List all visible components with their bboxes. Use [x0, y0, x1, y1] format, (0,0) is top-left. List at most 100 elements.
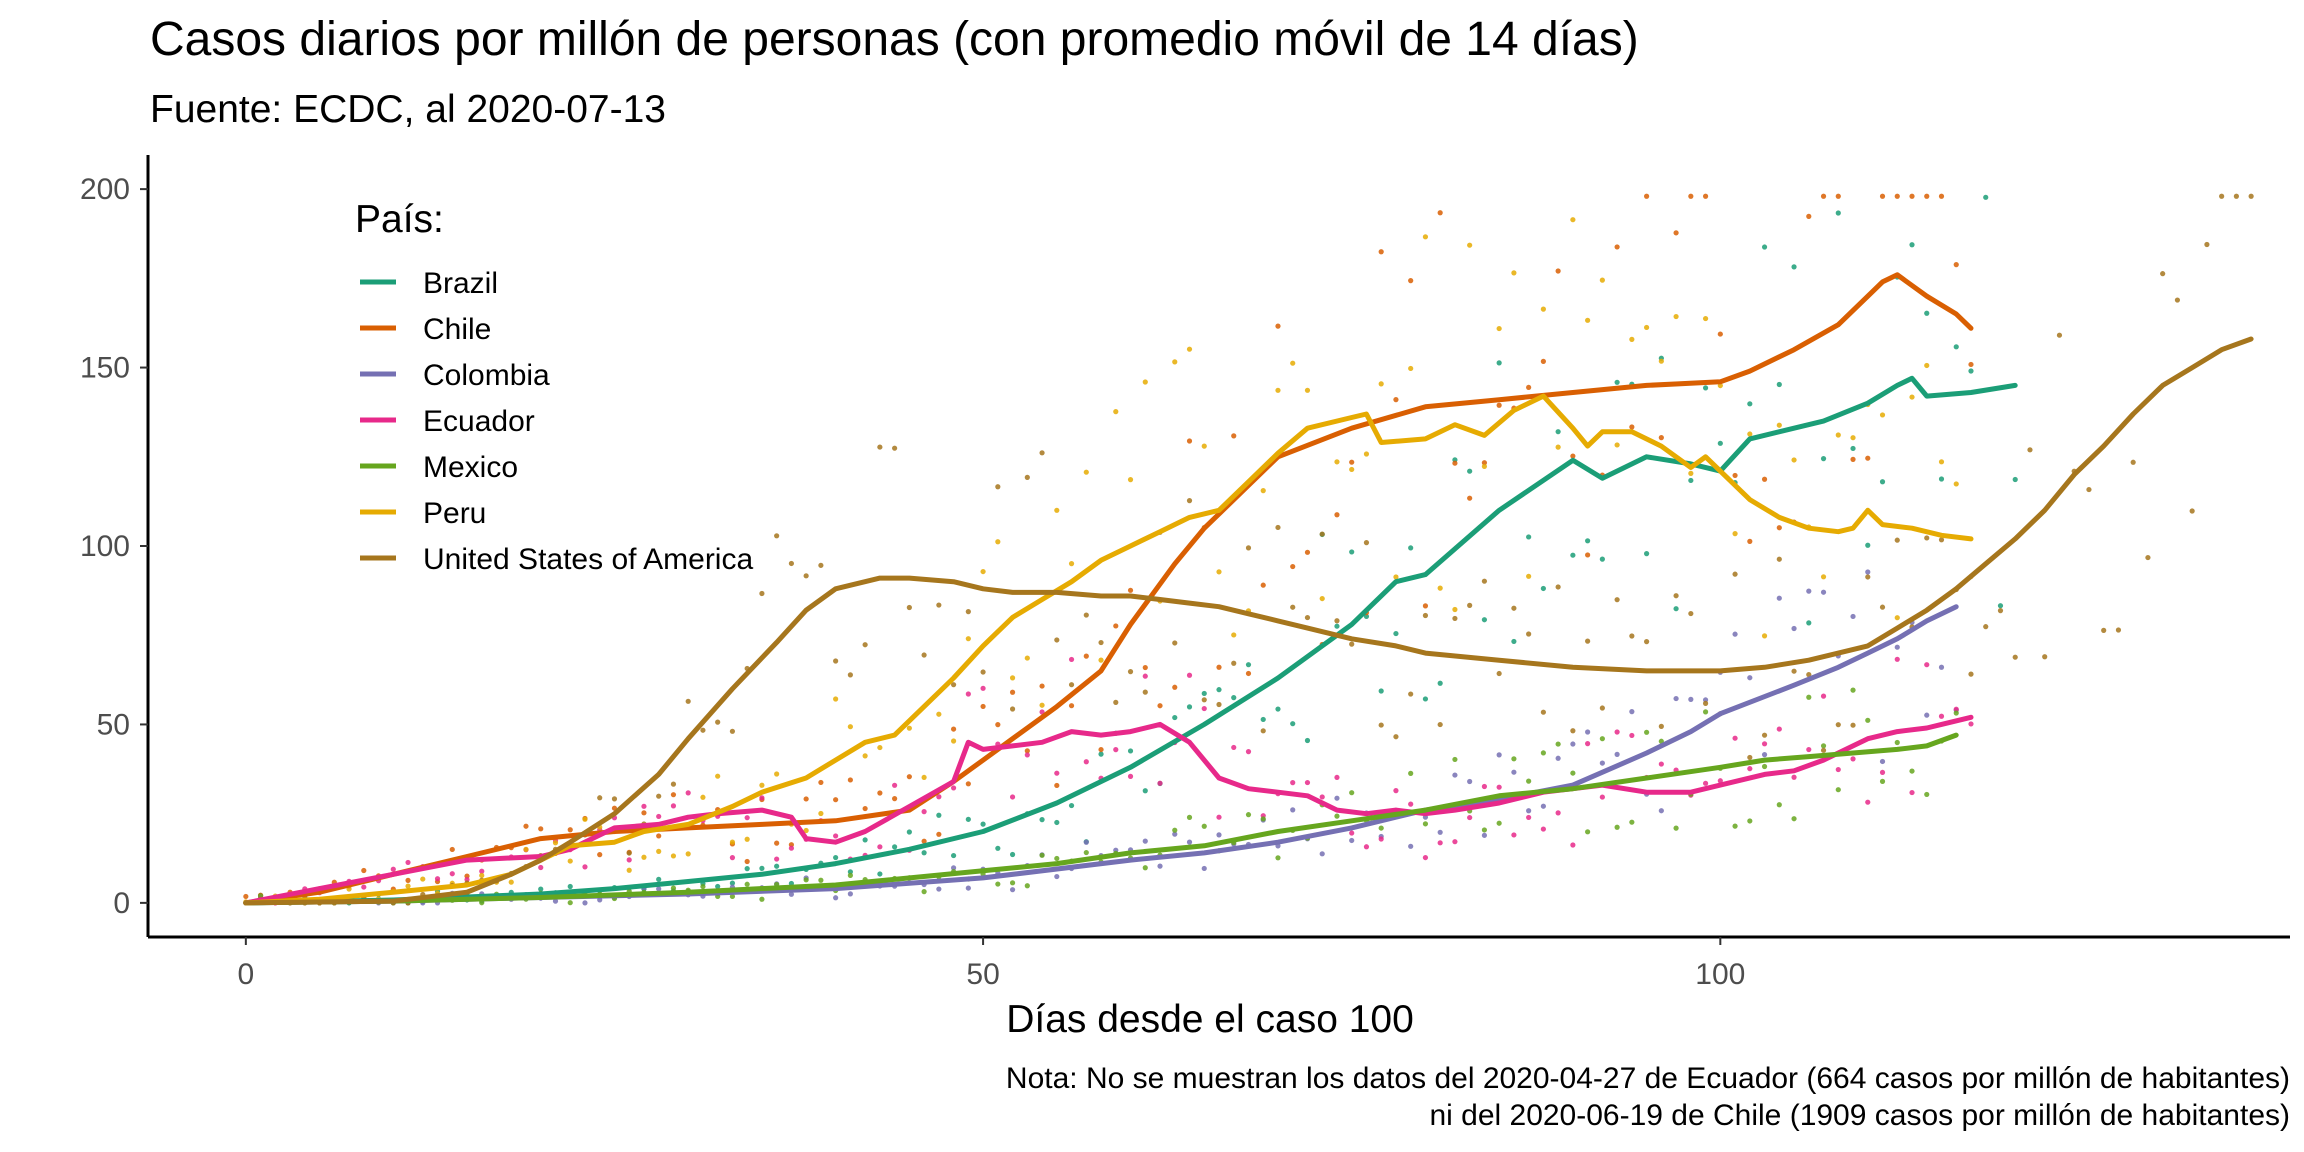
- daily-dot-peru: [1216, 569, 1222, 575]
- daily-dot-united-states-of-america: [2189, 508, 2195, 514]
- daily-dot-brazil: [1673, 606, 1679, 612]
- daily-dot-united-states-of-america: [2012, 654, 2018, 660]
- x-axis-title: Días desde el caso 100: [1006, 998, 1414, 1041]
- daily-dot-united-states-of-america: [1511, 605, 1517, 611]
- daily-dot-colombia: [1776, 595, 1782, 601]
- daily-dot-peru: [1186, 346, 1193, 352]
- daily-dot-chile: [1245, 670, 1252, 677]
- daily-dot-peru: [995, 539, 1001, 545]
- daily-dot-united-states-of-america: [1570, 728, 1576, 734]
- daily-dot-mexico: [803, 877, 809, 883]
- daily-dot-brazil: [729, 880, 736, 886]
- daily-dot-colombia: [936, 886, 942, 892]
- daily-dot-united-states-of-america: [2130, 459, 2136, 465]
- daily-dot-chile: [1879, 193, 1886, 199]
- daily-dot-peru: [950, 738, 957, 744]
- daily-dot-ecuador: [405, 859, 411, 866]
- daily-dot-peru: [1054, 507, 1060, 513]
- daily-dot-peru: [1467, 242, 1473, 248]
- daily-dot-colombia: [1496, 752, 1502, 758]
- daily-dot-chile: [1216, 664, 1222, 670]
- daily-dot-united-states-of-america: [1216, 701, 1222, 708]
- daily-dot-brazil: [833, 854, 839, 861]
- daily-dot-chile: [1304, 549, 1311, 555]
- daily-dot-brazil: [1422, 696, 1429, 702]
- daily-dot-united-states-of-america: [1997, 608, 2004, 614]
- daily-dot-chile: [1496, 402, 1502, 408]
- daily-dot-chile: [1540, 358, 1546, 364]
- daily-dot-mexico: [921, 889, 927, 895]
- daily-dot-mexico: [1245, 812, 1252, 818]
- daily-dot-mexico: [1408, 770, 1414, 776]
- daily-dot-colombia: [1142, 838, 1148, 844]
- daily-dot-peru: [1408, 365, 1414, 372]
- daily-dot-colombia: [1673, 695, 1679, 702]
- daily-dot-united-states-of-america: [1526, 631, 1532, 637]
- daily-dot-united-states-of-america: [1039, 450, 1045, 456]
- series-line-peru: [243, 393, 1974, 906]
- daily-dot-united-states-of-america: [1452, 615, 1458, 622]
- series-line-brazil: [243, 375, 2018, 906]
- daily-dot-ecuador: [626, 857, 632, 863]
- daily-dot-chile: [597, 852, 603, 858]
- daily-dot-chile: [1526, 384, 1532, 391]
- daily-dot-chile: [1393, 397, 1399, 403]
- daily-dot-united-states-of-america: [1585, 638, 1591, 644]
- daily-dot-ecuador: [390, 866, 396, 872]
- daily-dot-colombia: [1216, 832, 1222, 838]
- daily-dot-brazil: [1186, 704, 1193, 710]
- daily-dot-ecuador: [1024, 752, 1030, 758]
- daily-dot-mexico: [847, 872, 853, 878]
- daily-dot-brazil: [1378, 688, 1384, 694]
- daily-dot-peru: [847, 724, 853, 730]
- daily-dot-colombia: [656, 886, 662, 892]
- daily-dot-united-states-of-america: [1098, 639, 1104, 646]
- daily-dot-brazil: [1127, 748, 1134, 754]
- daily-dot-ecuador: [1113, 747, 1119, 753]
- daily-dot-chile: [995, 722, 1001, 728]
- daily-dot-brazil: [656, 876, 662, 882]
- daily-dot-united-states-of-america: [1761, 732, 1768, 738]
- daily-dot-mexico: [700, 883, 706, 890]
- daily-dot-brazil: [1717, 440, 1723, 446]
- daily-dot-united-states-of-america: [1732, 571, 1738, 577]
- daily-dot-chile: [1747, 538, 1753, 544]
- daily-dot-brazil: [1865, 542, 1871, 548]
- daily-dot-united-states-of-america: [1304, 614, 1311, 621]
- daily-dot-mexico: [744, 881, 750, 887]
- daily-dot-mexico: [1452, 756, 1458, 763]
- daily-dot-peru: [1526, 573, 1532, 579]
- daily-dot-chile: [1688, 193, 1694, 199]
- daily-dot-united-states-of-america: [877, 444, 883, 450]
- daily-dot-united-states-of-america: [1290, 604, 1296, 610]
- daily-dot-brazil: [1924, 310, 1930, 316]
- daily-dot-chile: [1157, 703, 1163, 709]
- daily-dot-brazil: [1275, 706, 1281, 712]
- daily-dot-peru: [1260, 488, 1266, 494]
- daily-dot-brazil: [567, 883, 573, 890]
- daily-dot-peru: [1024, 655, 1030, 661]
- legend-label: Peru: [423, 497, 486, 530]
- daily-dot-united-states-of-america: [1806, 672, 1812, 678]
- daily-dot-chile: [1186, 438, 1193, 444]
- daily-dot-ecuador: [759, 795, 765, 801]
- daily-dot-brazil: [1555, 429, 1561, 435]
- daily-dot-mexico: [1953, 710, 1959, 716]
- daily-dot-peru: [729, 839, 736, 845]
- legend-item-united-states-of-america: United States of America: [360, 543, 753, 576]
- daily-dot-peru: [1452, 606, 1458, 613]
- daily-dot-brazil: [1172, 714, 1178, 721]
- daily-dot-brazil: [1290, 721, 1296, 727]
- daily-dot-united-states-of-america: [1363, 540, 1370, 546]
- daily-dot-mexico: [1481, 827, 1488, 833]
- daily-dot-ecuador: [479, 868, 485, 874]
- daily-dot-chile: [1039, 683, 1045, 689]
- daily-dot-colombia: [1850, 613, 1856, 620]
- daily-dot-mexico: [567, 900, 573, 906]
- daily-dot-colombia: [1481, 832, 1488, 838]
- daily-dot-chile: [449, 846, 455, 853]
- daily-dot-mexico: [995, 881, 1001, 887]
- daily-dot-chile: [1924, 193, 1930, 199]
- daily-dot-brazil: [1467, 468, 1473, 474]
- daily-dot-ecuador: [449, 871, 455, 877]
